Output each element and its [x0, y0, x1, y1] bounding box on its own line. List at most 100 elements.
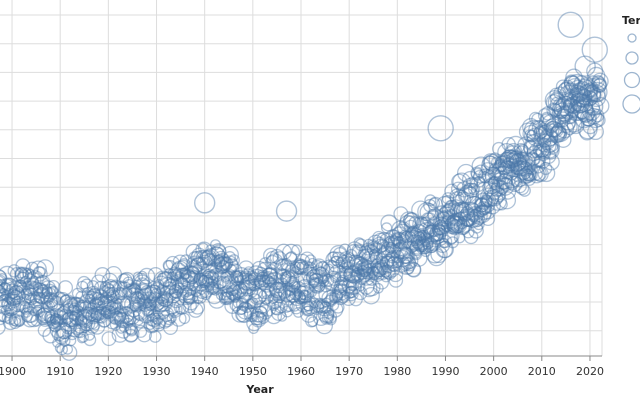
- data-point: [436, 217, 449, 230]
- data-point: [53, 328, 70, 345]
- data-point: [561, 92, 578, 108]
- data-point: [92, 306, 107, 321]
- data-point: [567, 74, 586, 93]
- data-point: [384, 251, 400, 267]
- data-point: [169, 268, 182, 280]
- data-point: [382, 259, 401, 278]
- data-point: [274, 268, 292, 286]
- data-point: [205, 244, 217, 256]
- data-point: [548, 103, 562, 118]
- data-point: [556, 114, 576, 134]
- data-point: [0, 284, 6, 299]
- data-point: [187, 251, 202, 265]
- data-point: [377, 245, 393, 262]
- data-point: [209, 267, 224, 282]
- data-point: [76, 308, 93, 325]
- data-point: [357, 248, 371, 263]
- data-point: [264, 285, 276, 297]
- data-point: [264, 276, 276, 287]
- data-point: [592, 78, 607, 93]
- data-point: [463, 182, 480, 199]
- data-point: [380, 241, 395, 256]
- data-point: [164, 299, 180, 315]
- data-point: [198, 270, 216, 289]
- data-point: [450, 215, 468, 234]
- data-point: [205, 281, 219, 296]
- data-point: [547, 92, 567, 112]
- data-point: [67, 323, 81, 338]
- data-point: [114, 305, 127, 318]
- data-point: [269, 281, 287, 299]
- data-point: [532, 139, 551, 158]
- data-point: [51, 326, 67, 342]
- data-point: [551, 105, 571, 125]
- data-point: [410, 224, 428, 242]
- data-point: [26, 300, 43, 317]
- data-point: [225, 284, 243, 301]
- data-point: [89, 297, 104, 312]
- data-point: [499, 182, 517, 200]
- data-point: [472, 169, 487, 184]
- data-point: [250, 287, 268, 305]
- data-point: [163, 259, 177, 274]
- data-point: [531, 120, 546, 135]
- data-point: [192, 291, 204, 304]
- data-point: [200, 262, 217, 279]
- data-point: [341, 291, 356, 306]
- data-point: [308, 277, 324, 293]
- data-point: [473, 205, 487, 218]
- data-point: [459, 208, 479, 227]
- data-point: [384, 236, 396, 247]
- data-point: [398, 247, 411, 260]
- data-point: [105, 301, 119, 315]
- data-point: [282, 243, 301, 262]
- data-point: [214, 256, 232, 274]
- data-point: [504, 145, 522, 163]
- data-point: [0, 282, 12, 296]
- data-point: [238, 291, 251, 304]
- data-point: [212, 283, 224, 295]
- data-point: [434, 224, 446, 236]
- data-point: [110, 301, 124, 315]
- data-point: [351, 243, 367, 259]
- data-point: [478, 171, 492, 184]
- data-point: [453, 218, 471, 236]
- data-point: [451, 173, 468, 190]
- data-point: [510, 160, 526, 175]
- data-point: [13, 315, 26, 327]
- data-point: [437, 210, 450, 222]
- data-point: [171, 260, 189, 278]
- data-point: [221, 285, 234, 298]
- data-point: [288, 279, 299, 290]
- data-point: [53, 308, 64, 319]
- data-point: [340, 259, 352, 271]
- data-point: [279, 273, 291, 285]
- data-point: [186, 265, 200, 279]
- data-point: [216, 259, 231, 274]
- data-point: [129, 296, 143, 310]
- data-point: [398, 215, 417, 233]
- data-point: [213, 254, 228, 268]
- data-point: [513, 143, 529, 158]
- data-point: [427, 208, 439, 221]
- data-point: [233, 267, 250, 284]
- data-point: [212, 275, 227, 290]
- data-point: [473, 175, 486, 188]
- data-point: [378, 264, 389, 276]
- data-point: [195, 249, 214, 268]
- data-point: [514, 145, 529, 159]
- data-point: [402, 257, 417, 272]
- data-point: [369, 242, 381, 254]
- data-point: [383, 237, 401, 254]
- data-point: [325, 251, 343, 269]
- data-point: [570, 84, 586, 99]
- data-point: [132, 297, 147, 312]
- data-point: [261, 267, 278, 285]
- data-point: [266, 277, 278, 289]
- data-point: [68, 302, 82, 316]
- data-point: [280, 270, 296, 285]
- data-point: [221, 287, 237, 303]
- data-point: [98, 282, 116, 299]
- data-point: [67, 296, 85, 314]
- data-point: [66, 297, 78, 309]
